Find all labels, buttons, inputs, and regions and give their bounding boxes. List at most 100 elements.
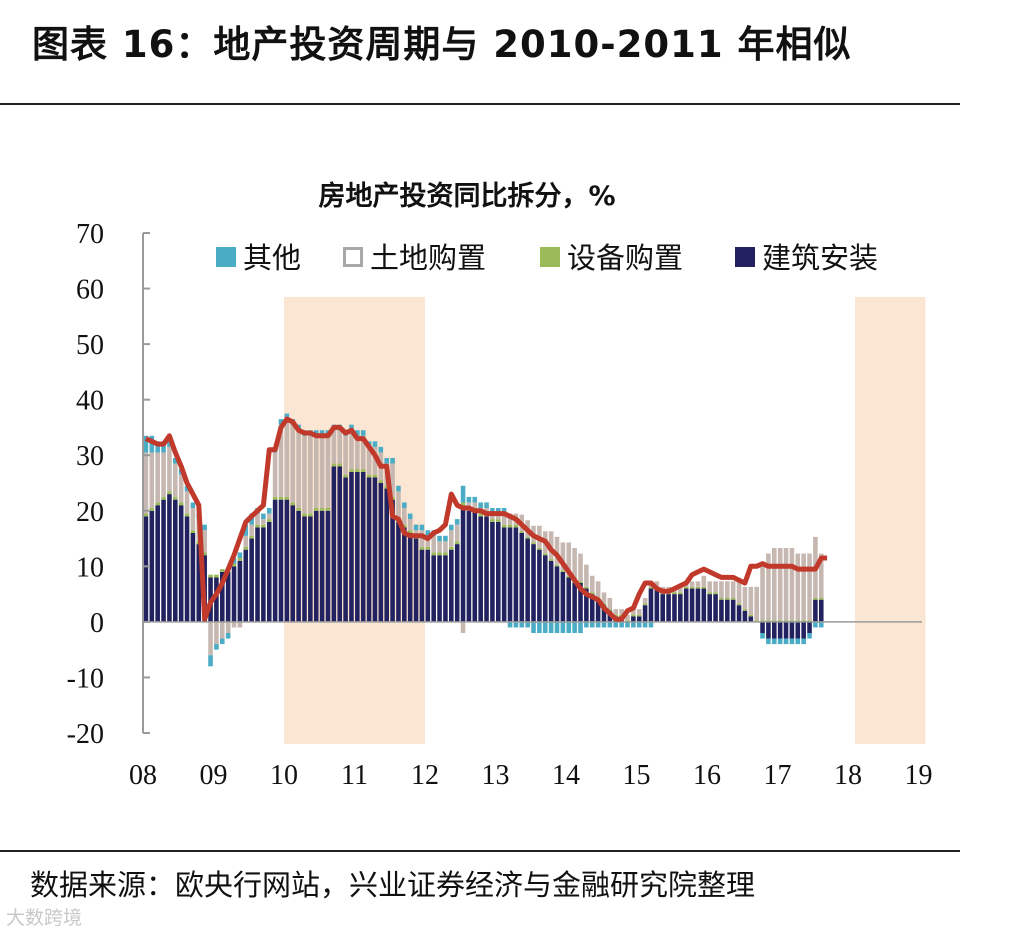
bar-segment-equipment	[184, 513, 190, 517]
bar-segment-construction	[542, 555, 548, 622]
bar-segment-equipment	[584, 586, 589, 589]
x-tick-label: 08	[129, 760, 157, 791]
bar-segment-construction	[501, 527, 507, 622]
bar-segment-construction	[425, 549, 431, 622]
bar-segment-equipment	[760, 620, 765, 622]
bar-segment-construction	[695, 588, 701, 622]
bar-segment-land	[349, 430, 354, 470]
bar-segment-land	[355, 435, 360, 470]
bar-segment-other	[237, 552, 243, 558]
bar-segment-construction	[742, 610, 748, 622]
bar-segment-equipment	[278, 496, 284, 500]
bar-segment-equipment	[302, 513, 307, 517]
bar-segment-land	[818, 553, 824, 598]
bar-segment-land	[742, 586, 748, 610]
bar-segment-other	[349, 424, 354, 431]
bar-segment-land	[642, 598, 648, 604]
bar-segment-other	[607, 621, 613, 628]
bar-segment-other	[214, 644, 219, 650]
bar-segment-equipment	[202, 552, 207, 556]
bar-segment-equipment	[319, 508, 325, 511]
bar-segment-construction	[783, 621, 789, 639]
bar-segment-equipment	[331, 463, 337, 467]
bar-segment-equipment	[783, 620, 789, 622]
bar-segment-construction	[689, 588, 695, 622]
bar-segment-construction	[478, 516, 483, 622]
y-tick-label: 30	[76, 441, 104, 472]
bar-segment-land	[695, 581, 701, 587]
bar-segment-construction	[308, 516, 313, 622]
figure-title: 图表 16：地产投资周期与 2010-2011 年相似	[32, 23, 852, 66]
bar-segment-construction	[818, 599, 824, 622]
bar-segment-land	[713, 581, 718, 593]
bar-segment-land	[237, 621, 243, 628]
bar-segment-land	[795, 553, 801, 621]
y-tick-label: 70	[76, 219, 104, 250]
bar-segment-construction	[431, 555, 436, 622]
bar-segment-land	[777, 548, 783, 621]
bar-segment-land	[290, 424, 296, 503]
bar-segment-other	[443, 535, 448, 542]
y-tick-label: -10	[67, 663, 104, 694]
bar-segment-land	[360, 435, 366, 470]
bar-segment-construction	[642, 605, 648, 622]
bar-segment-other	[390, 458, 395, 464]
bar-segment-other	[560, 621, 566, 633]
bar-segment-land	[331, 430, 337, 464]
bar-segment-construction	[402, 527, 407, 622]
bar-segment-other	[507, 621, 513, 628]
bar-segment-land	[390, 463, 395, 497]
x-tick-label: 10	[270, 760, 298, 791]
chart-title: 房地产投资同比拆分，%	[318, 181, 615, 212]
bar-segment-construction	[730, 599, 736, 622]
bar-segment-land	[296, 430, 301, 508]
bar-segment-construction	[331, 466, 337, 622]
bar-segment-construction	[178, 505, 184, 622]
bar-segment-land	[783, 548, 789, 621]
bar-segment-other	[813, 621, 818, 628]
bar-segment-other	[525, 621, 530, 628]
bar-segment-other	[484, 502, 489, 508]
bar-segment-other	[419, 524, 425, 531]
x-tick-label: 14	[552, 760, 580, 791]
bar-segment-construction	[290, 505, 296, 622]
bar-segment-land	[736, 581, 742, 604]
bar-segment-land	[173, 463, 178, 497]
bar-segment-land	[807, 553, 812, 621]
bar-segment-land	[243, 535, 249, 547]
legend-swatch	[735, 247, 755, 267]
bar-segment-other	[584, 621, 589, 628]
bar-segment-equipment	[736, 603, 742, 606]
bar-segment-equipment	[178, 502, 184, 506]
data-source-note: 数据来源：欧央行网站，兴业证券经济与金融研究院整理	[30, 868, 756, 902]
bar-segment-construction	[566, 577, 572, 622]
bar-segment-equipment	[284, 496, 290, 500]
bar-segment-land	[789, 548, 795, 621]
bar-segment-construction	[813, 599, 818, 622]
bar-segment-equipment	[419, 546, 425, 550]
chart: 70 60 50 40 30 20 10 0 -10 -20 08 09 10 11 12 13 14 15 16…	[67, 181, 933, 791]
legend-label: 其他	[243, 241, 301, 275]
bar-segment-land	[760, 564, 765, 621]
y-tick-label: 0	[90, 608, 104, 639]
bar-segment-equipment	[378, 480, 384, 483]
bar-segment-other	[261, 513, 266, 520]
bar-segment-equipment	[343, 474, 348, 478]
bar-segment-construction	[302, 516, 307, 622]
bar-segment-other	[278, 419, 284, 425]
bar-segment-equipment	[678, 592, 683, 595]
bar-segment-equipment	[266, 519, 272, 522]
bar-segment-equipment	[730, 598, 736, 600]
bar-segment-construction	[807, 621, 812, 633]
bar-segment-other	[360, 430, 366, 436]
bar-segment-construction	[407, 533, 413, 622]
bar-segment-land	[701, 575, 707, 587]
bar-segment-construction	[654, 588, 660, 622]
bar-segment-other	[184, 485, 190, 492]
legend-label: 设备购置	[567, 241, 683, 275]
bar-segment-land	[155, 452, 160, 503]
bar-segment-other	[143, 435, 149, 453]
bar-segment-construction	[537, 549, 542, 622]
bar-segment-equipment	[454, 541, 460, 545]
bar-segment-land	[190, 508, 196, 531]
